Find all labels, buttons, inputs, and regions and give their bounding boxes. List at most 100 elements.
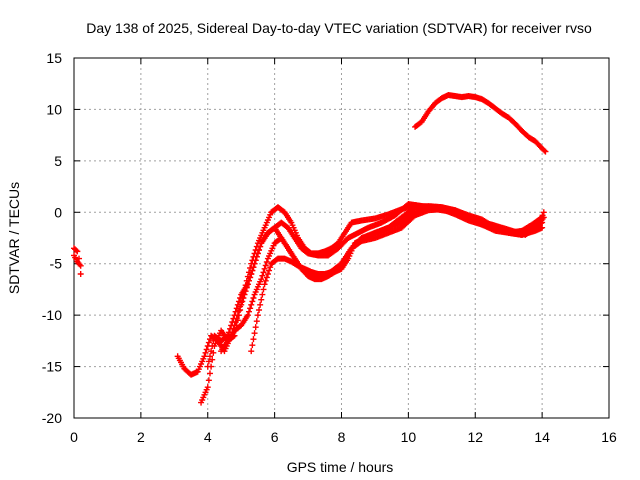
chart-title: Day 138 of 2025, Sidereal Day-to-day VTE…	[86, 20, 592, 36]
data-point	[73, 247, 80, 254]
data-point	[234, 317, 241, 324]
data-point	[204, 384, 211, 391]
data-point	[205, 339, 212, 346]
data-point	[253, 253, 260, 260]
data-point	[233, 305, 240, 312]
data-point	[259, 272, 266, 279]
data-point	[262, 277, 269, 284]
data-point	[205, 358, 212, 365]
data-point	[263, 259, 270, 265]
data-point	[257, 301, 264, 308]
data-point	[248, 271, 255, 277]
data-point	[251, 260, 258, 267]
data-point	[206, 353, 213, 360]
data-point	[256, 307, 263, 313]
data-point	[253, 318, 260, 325]
data-marks	[71, 92, 549, 406]
data-point	[237, 307, 244, 313]
data-point	[252, 257, 259, 264]
data-point	[244, 312, 251, 319]
data-point	[234, 301, 241, 308]
x-tick-label: 12	[467, 429, 483, 445]
data-point	[249, 298, 256, 305]
data-point	[258, 296, 265, 303]
data-point	[267, 264, 274, 271]
series-trace-b	[71, 252, 84, 269]
data-point	[77, 262, 84, 269]
data-point	[210, 337, 217, 344]
data-point	[252, 324, 259, 331]
y-axis-label: SDTVAR / TECUs	[6, 182, 22, 294]
data-point	[263, 274, 270, 281]
data-point	[203, 346, 210, 353]
data-point	[245, 277, 252, 284]
data-point	[201, 353, 208, 360]
x-tick-label: 6	[271, 429, 279, 445]
data-point	[202, 349, 209, 356]
data-point	[260, 286, 267, 293]
data-point	[245, 308, 252, 315]
data-point	[74, 248, 81, 255]
data-point	[77, 271, 84, 277]
y-tick-label: -5	[50, 256, 63, 272]
data-point	[542, 148, 549, 155]
data-point	[248, 348, 255, 355]
axis-ticks: 0 2 4 6 8 10 12 14 16 -20 -15 -10 -5 0 5 10 15	[42, 50, 617, 445]
data-point	[541, 147, 548, 154]
data-point	[208, 348, 215, 355]
data-point	[204, 363, 211, 370]
data-point	[264, 271, 271, 277]
data-point	[250, 264, 257, 271]
data-point	[259, 291, 266, 298]
x-tick-label: 4	[204, 429, 212, 445]
data-point	[249, 267, 256, 274]
data-point	[244, 281, 251, 288]
data-point	[540, 214, 547, 221]
y-tick-label: 5	[54, 153, 62, 169]
y-tick-label: 10	[46, 101, 62, 117]
data-point	[228, 322, 235, 329]
data-point	[254, 312, 261, 319]
data-point	[230, 315, 237, 322]
data-point	[247, 274, 254, 281]
y-tick-label: 0	[54, 204, 62, 220]
data-point	[256, 247, 263, 253]
x-tick-label: 10	[401, 429, 417, 445]
data-point	[540, 209, 547, 216]
data-point	[260, 269, 267, 276]
series-trace-h	[412, 92, 549, 155]
data-point	[247, 305, 254, 312]
data-point	[539, 219, 546, 226]
data-point	[229, 319, 236, 325]
data-point	[251, 330, 258, 337]
data-point	[235, 298, 242, 305]
data-point	[261, 281, 268, 288]
data-point	[237, 295, 244, 301]
x-tick-label: 16	[601, 429, 617, 445]
x-tick-label: 14	[534, 429, 550, 445]
data-point	[209, 343, 216, 349]
data-point	[254, 250, 261, 257]
data-point	[257, 243, 264, 250]
y-tick-label: -15	[42, 359, 62, 375]
data-point	[258, 276, 265, 283]
x-tick-label: 8	[338, 429, 346, 445]
x-tick-label: 0	[70, 429, 78, 445]
data-point	[262, 262, 269, 269]
grid	[74, 58, 609, 418]
data-point	[250, 336, 257, 343]
x-tick-label: 2	[137, 429, 145, 445]
series-trace-g	[248, 206, 546, 355]
y-tick-label: -10	[42, 307, 62, 323]
data-point	[227, 325, 234, 332]
y-tick-label: 15	[46, 50, 62, 66]
x-axis-label: GPS time / hours	[287, 459, 394, 475]
data-point	[232, 308, 239, 315]
data-point	[249, 342, 256, 349]
data-point	[248, 301, 255, 308]
y-tick-label: -20	[42, 410, 62, 426]
data-point	[539, 224, 546, 231]
data-point	[205, 377, 212, 384]
data-point	[266, 267, 273, 274]
